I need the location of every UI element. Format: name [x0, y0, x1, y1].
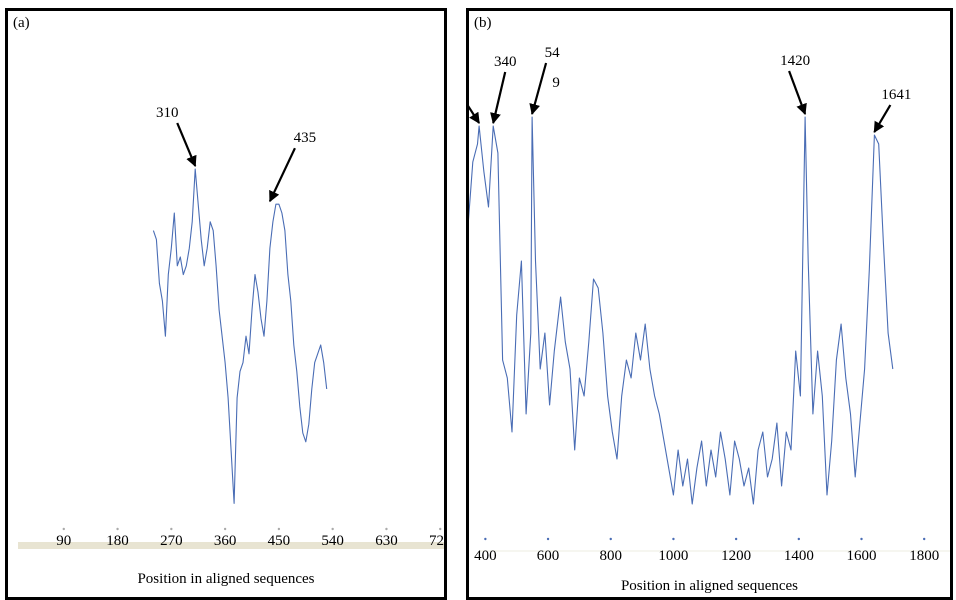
x-tick-label: 800	[599, 548, 622, 564]
x-tick-mark	[223, 527, 227, 531]
x-tick-label: 540	[321, 533, 344, 549]
x-tick-label: 720	[429, 533, 444, 549]
x-tick-mark	[277, 527, 281, 531]
annotation-arrow	[490, 71, 507, 125]
x-tick-label: 360	[214, 533, 237, 549]
annotation-label: 435	[294, 130, 317, 146]
annotation-arrow	[529, 62, 548, 116]
annotation-arrow	[176, 122, 197, 168]
x-tick-mark	[484, 537, 487, 541]
x-tick-label: 600	[537, 548, 560, 564]
x-tick-mark	[116, 527, 119, 531]
annotation-label: 340	[494, 54, 517, 70]
x-tick-mark	[439, 527, 442, 531]
annotation-label: 1420	[780, 53, 810, 69]
x-tick-mark	[922, 537, 926, 541]
x-axis-title: Position in aligned sequences	[137, 571, 315, 587]
chart-panel-b: (b) 200400600800100012001400160018003803…	[466, 8, 953, 600]
chart-panel-a: (a) 90 180 270 360 450 540 630 720 310 435 Positi…	[5, 8, 447, 600]
x-tick-mark	[385, 527, 388, 531]
annotation-label: 54	[545, 45, 561, 61]
x-tick-label: 400	[474, 548, 497, 564]
x-axis-title: Position in aligned sequences	[620, 578, 799, 594]
x-tick-mark	[797, 537, 801, 541]
x-tick-mark	[331, 527, 334, 531]
x-tick-mark	[860, 537, 863, 541]
x-tick-mark	[546, 537, 550, 541]
x-tick-label: 1400	[784, 548, 814, 564]
annotation-arrow	[469, 105, 481, 124]
series-line	[152, 168, 328, 504]
annotation-arrow	[873, 104, 892, 133]
line-chart-a: 90 180 270 360 450 540 630 720 310 435	[18, 105, 444, 549]
x-tick-label: 270	[160, 533, 183, 549]
panel-label: (a)	[13, 15, 30, 31]
annotation-label: 310	[156, 105, 179, 121]
x-tick-label: 1600	[847, 548, 877, 564]
series-line	[469, 116, 894, 505]
x-tick-label: 180	[106, 533, 129, 549]
x-tick-label: 1800	[909, 548, 939, 564]
x-tick-label: 90	[56, 533, 71, 549]
x-tick-mark	[609, 537, 612, 541]
annotation-arrow	[268, 147, 296, 203]
annotation-label: 1641	[881, 87, 911, 103]
x-tick-mark	[734, 537, 738, 541]
x-tick-mark	[672, 537, 675, 541]
panel-label: (b)	[474, 15, 492, 31]
annotation-label: 9	[552, 75, 560, 91]
x-tick-label: 1000	[658, 548, 688, 564]
x-tick-mark	[170, 527, 173, 531]
x-tick-label: 1200	[721, 548, 751, 564]
line-chart-b: 2004006008001000120014001600180038034054…	[469, 45, 950, 564]
x-tick-label: 630	[375, 533, 398, 549]
x-axis-band	[18, 542, 444, 549]
annotation-arrow	[788, 70, 807, 116]
x-tick-mark	[62, 527, 65, 531]
x-tick-label: 450	[268, 533, 291, 549]
